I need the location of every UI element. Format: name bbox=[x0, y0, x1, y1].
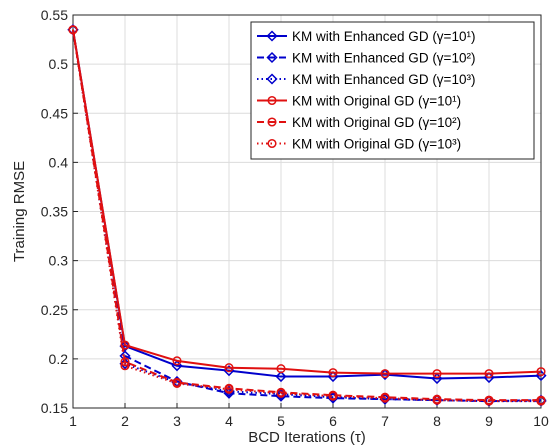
data-point bbox=[275, 370, 287, 383]
data-point bbox=[536, 367, 546, 377]
data-point bbox=[120, 361, 130, 371]
legend-label: KM with Original GD (γ=10²) bbox=[292, 115, 461, 130]
data-point bbox=[172, 378, 182, 388]
legend-label: KM with Enhanced GD (γ=10¹) bbox=[292, 29, 475, 44]
y-tick-label: 0.4 bbox=[49, 154, 69, 170]
legend-marker bbox=[266, 51, 278, 64]
legend-label: KM with Enhanced GD (γ=10²) bbox=[292, 51, 475, 66]
data-point bbox=[328, 368, 338, 378]
y-tick-label: 0.5 bbox=[49, 56, 69, 72]
data-point bbox=[380, 369, 390, 379]
data-point bbox=[276, 388, 286, 398]
x-tick-label: 10 bbox=[533, 413, 549, 429]
x-tick-label: 8 bbox=[433, 413, 441, 429]
legend-item: KM with Original GD (γ=10¹) bbox=[257, 94, 461, 109]
y-tick-label: 0.2 bbox=[49, 351, 69, 367]
data-point bbox=[432, 369, 442, 379]
legend-label: KM with Enhanced GD (γ=10³) bbox=[292, 72, 475, 87]
legend-label: KM with Original GD (γ=10¹) bbox=[292, 94, 461, 109]
y-tick-label: 0.25 bbox=[41, 302, 68, 318]
series-line bbox=[72, 29, 542, 380]
legend-marker bbox=[267, 117, 277, 127]
legend-item: KM with Enhanced GD (γ=10²) bbox=[257, 51, 475, 66]
series-line bbox=[72, 29, 541, 402]
data-point bbox=[536, 396, 546, 406]
y-tick-label: 0.15 bbox=[41, 400, 68, 416]
legend-item: KM with Enhanced GD (γ=10³) bbox=[257, 72, 475, 87]
x-axis-label: BCD Iterations (τ) bbox=[248, 429, 366, 446]
data-point bbox=[328, 391, 338, 401]
data-point bbox=[276, 364, 286, 374]
legend-marker bbox=[267, 138, 277, 149]
x-tick-label: 1 bbox=[69, 413, 77, 429]
series-line bbox=[72, 29, 542, 375]
legend: KM with Enhanced GD (γ=10¹) KM with Enhan… bbox=[250, 21, 535, 160]
legend-box bbox=[250, 21, 535, 160]
x-tick-label: 9 bbox=[485, 413, 493, 429]
y-tick-label: 0.35 bbox=[41, 204, 68, 220]
series-layer bbox=[67, 24, 547, 407]
legend-item: KM with Enhanced GD (γ=10¹) bbox=[257, 29, 475, 44]
x-tick-label: 4 bbox=[225, 413, 233, 429]
data-point bbox=[484, 396, 494, 406]
series-4 bbox=[68, 25, 546, 379]
axis-ticks: 1 2 3 4 5 6 7 8 9 10 0.15 0.2 0.25 0.3 0.35 0.4 0.45 0.5 0… bbox=[41, 7, 549, 429]
data-point bbox=[119, 358, 131, 370]
x-tick-label: 2 bbox=[121, 413, 129, 429]
x-tick-label: 5 bbox=[277, 413, 285, 429]
data-point bbox=[224, 384, 234, 394]
x-tick-label: 6 bbox=[329, 413, 337, 429]
data-point bbox=[172, 356, 182, 366]
y-tick-label: 0.3 bbox=[49, 253, 69, 269]
y-tick-label: 0.45 bbox=[41, 105, 68, 121]
x-tick-label: 7 bbox=[381, 413, 389, 429]
data-point bbox=[484, 369, 494, 379]
data-point bbox=[68, 25, 78, 35]
y-tick-label: 0.55 bbox=[41, 7, 68, 23]
legend-item: KM with Original GD (γ=10²) bbox=[257, 115, 461, 130]
data-point bbox=[380, 393, 390, 403]
legend-label: KM with Original GD (γ=10³) bbox=[292, 137, 461, 152]
legend-marker bbox=[267, 95, 277, 106]
legend-marker bbox=[266, 30, 278, 42]
data-point bbox=[120, 357, 130, 367]
x-tick-label: 3 bbox=[173, 413, 181, 429]
series-6 bbox=[68, 25, 546, 406]
data-point bbox=[224, 363, 234, 373]
legend-item: KM with Original GD (γ=10³) bbox=[257, 137, 461, 152]
y-axis-label: Training RMSE bbox=[11, 161, 28, 262]
data-point bbox=[120, 340, 130, 350]
data-point bbox=[432, 395, 442, 405]
legend-marker bbox=[266, 73, 278, 85]
